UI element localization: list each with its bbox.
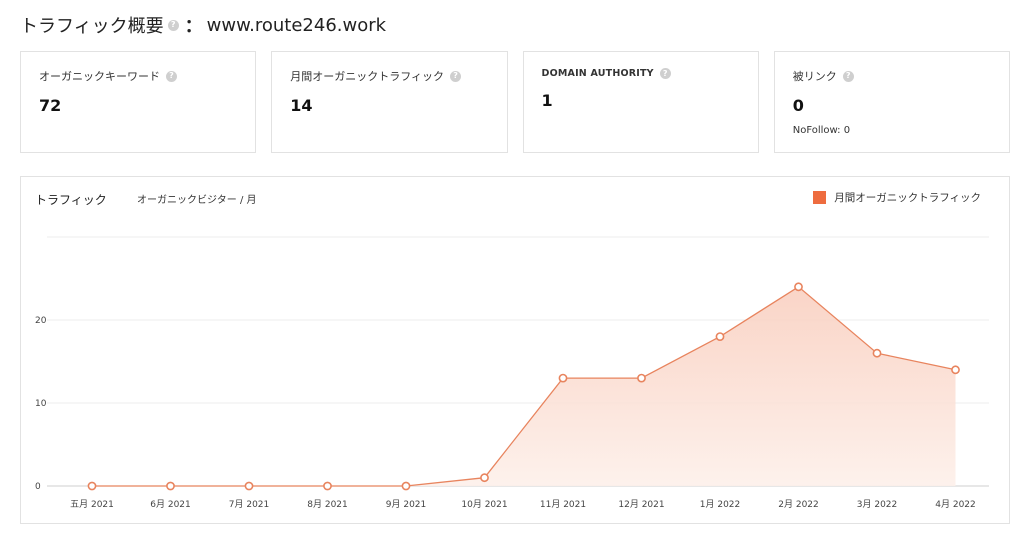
- card-value: 72: [39, 96, 62, 115]
- chart-title: トラフィック: [35, 193, 107, 207]
- x-tick-label: 1月 2022: [700, 499, 741, 510]
- data-point[interactable]: [558, 373, 568, 383]
- data-point[interactable]: [166, 481, 175, 491]
- x-tick-label: 8月 2021: [307, 499, 348, 510]
- y-tick-label: 20: [35, 316, 47, 326]
- data-point[interactable]: [715, 332, 725, 341]
- card-label: オーガニックキーワード: [39, 70, 160, 83]
- card-backlinks: 被リンク ? 0 NoFollow: 0: [773, 51, 1010, 153]
- card-value: 1: [541, 91, 553, 110]
- legend-swatch: [813, 191, 827, 204]
- data-point[interactable]: [480, 473, 489, 483]
- chart-subtitle: オーガニックビジター / 月: [137, 195, 257, 206]
- data-point[interactable]: [872, 348, 882, 358]
- x-tick-label: 3月 2022: [857, 499, 898, 510]
- x-tick-label: 7月 2021: [229, 499, 270, 510]
- chart-legend[interactable]: 月間オーガニックトラフィック: [813, 190, 981, 205]
- card-label: 被リンク: [792, 70, 837, 83]
- x-tick-label: 11月 2021: [540, 499, 586, 510]
- data-point[interactable]: [244, 481, 254, 491]
- data-point[interactable]: [951, 365, 960, 375]
- help-icon[interactable]: ?: [167, 19, 179, 31]
- help-icon[interactable]: ?: [166, 70, 177, 82]
- data-point[interactable]: [794, 282, 803, 292]
- page-header: トラフィック概要 ? ： www.route246.work: [20, 12, 386, 38]
- metric-cards: オーガニックキーワード ? 72 月間オーガニックトラフィック ? 14 DOM…: [20, 51, 1010, 153]
- traffic-chart: 0 10 20 五月 2021 6月 2021 7月 2021 8月 2021 9月 2021…: [35, 236, 989, 510]
- card-label: 月間オーガニックトラフィック: [290, 70, 445, 83]
- series-area: [92, 286, 956, 486]
- data-point[interactable]: [637, 373, 646, 383]
- x-tick-label: 12月 2021: [618, 499, 664, 510]
- x-tick-label: 五月 2021: [70, 499, 114, 510]
- traffic-chart-panel: 0 10 20 五月 2021 6月 2021 7月 2021 8月 2021 9月 2021…: [20, 176, 1010, 524]
- x-tick-label: 9月 2021: [386, 499, 427, 510]
- domain-name: www.route246.work: [206, 14, 387, 36]
- card-organic-keywords: オーガニックキーワード ? 72: [20, 51, 257, 153]
- series-line: [92, 285, 956, 487]
- data-point[interactable]: [401, 481, 411, 491]
- y-tick-label: 0: [35, 482, 41, 492]
- x-tick-label: 2月 2022: [778, 499, 819, 510]
- x-tick-label: 6月 2021: [150, 499, 191, 510]
- data-point[interactable]: [323, 481, 332, 491]
- data-point[interactable]: [87, 481, 97, 491]
- card-value: 0: [792, 96, 804, 115]
- y-tick-label: 10: [35, 399, 47, 409]
- page-title: トラフィック概要: [20, 16, 164, 37]
- card-nofollow: NoFollow: 0: [792, 125, 851, 136]
- card-monthly-traffic: 月間オーガニックトラフィック ? 14: [271, 51, 508, 153]
- help-icon[interactable]: ?: [659, 68, 671, 79]
- card-label: DOMAIN AUTHORITY: [541, 68, 654, 79]
- help-icon[interactable]: ?: [450, 70, 462, 82]
- card-domain-authority: DOMAIN AUTHORITY ? 1: [522, 51, 759, 153]
- x-tick-label: 4月 2022: [935, 499, 976, 510]
- help-icon[interactable]: ?: [842, 70, 854, 82]
- card-value: 14: [290, 96, 313, 115]
- legend-label: 月間オーガニックトラフィック: [834, 192, 981, 204]
- title-separator: ：: [184, 16, 203, 37]
- x-tick-label: 10月 2021: [461, 499, 507, 510]
